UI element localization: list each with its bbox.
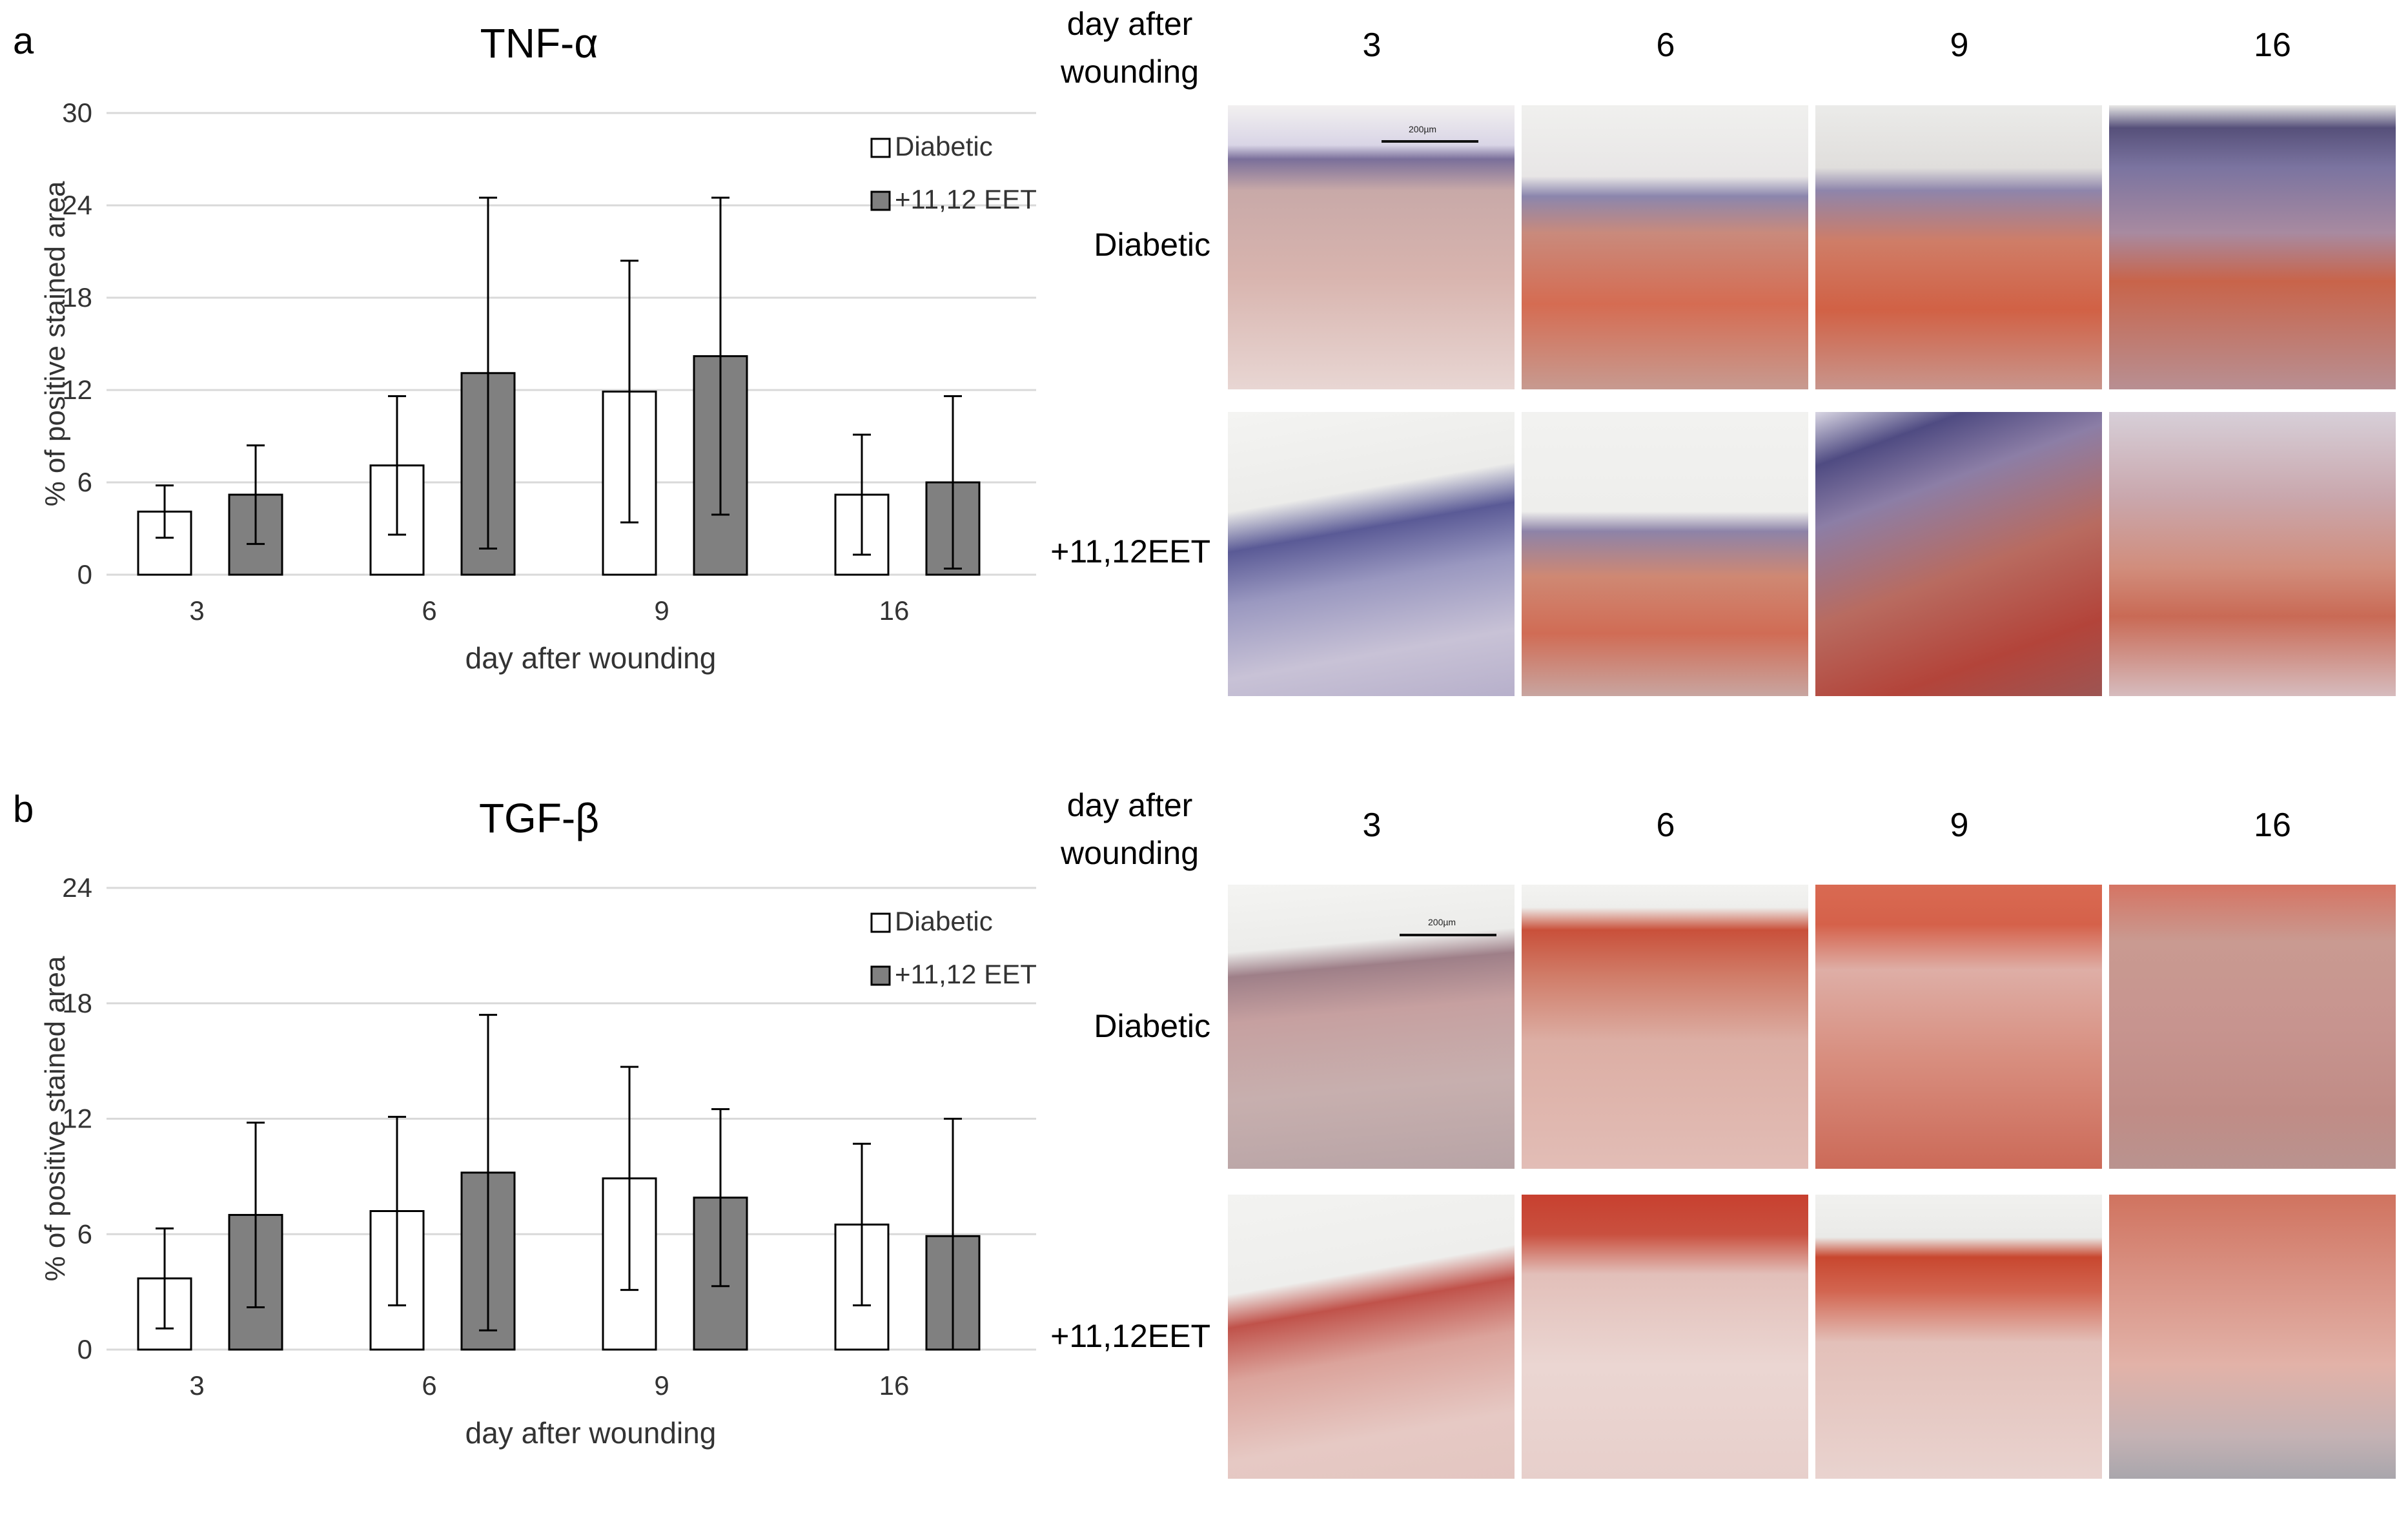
corner-label-line2: wounding: [1060, 835, 1199, 871]
legend-swatch: [870, 138, 891, 158]
error-bar: [388, 1116, 406, 1306]
row-label-diabetic: Diabetic: [1094, 227, 1210, 263]
x-tick-label: 3: [189, 595, 204, 626]
corner-label: day after wounding: [1033, 0, 1227, 96]
column-label-day-3: 3: [1362, 26, 1382, 64]
column-label-day-16: 16: [2254, 26, 2291, 64]
y-tick-label: 6: [77, 467, 92, 497]
error-bar: [853, 433, 871, 556]
legend-entry: +11,12 EET: [895, 959, 1037, 989]
micrograph-tgf-eet-day9: [1815, 1195, 2102, 1479]
column-label-day-9: 9: [1950, 807, 1969, 844]
y-tick-label: 24: [62, 872, 92, 903]
x-tick-label: 16: [879, 595, 910, 626]
error-bar: [711, 1108, 730, 1288]
bar-chart-tgf: 0 6 12 18 24 % of positive stained area 3 6 9 16 d…: [39, 872, 1037, 1450]
error-bar: [479, 196, 497, 550]
legend-entry: +11,12 EET: [895, 184, 1037, 214]
x-axis-label: day after wounding: [465, 1416, 717, 1450]
micrograph-tnf-diabetic-day6: [1522, 105, 1808, 389]
error-bar: [620, 1065, 638, 1291]
column-label-day-6: 6: [1656, 26, 1675, 64]
scale-bar-label: 200µm: [1409, 124, 1437, 134]
micrograph-tgf-eet-day16: [2109, 1195, 2396, 1479]
micrograph-tgf-diabetic-day3: [1228, 885, 1515, 1169]
y-tick-label: 12: [62, 1104, 92, 1134]
x-tick-label: 3: [189, 1370, 204, 1401]
error-bar: [711, 196, 730, 516]
row-label-diabetic: Diabetic: [1094, 1008, 1210, 1044]
legend-swatch: [870, 190, 891, 211]
y-tick-label: 18: [62, 282, 92, 313]
error-bar: [156, 484, 174, 539]
x-tick-label: 6: [422, 1370, 436, 1401]
row-label-eet: +11,12EET: [1050, 1318, 1210, 1354]
scale-bar: [1382, 140, 1478, 143]
y-tick-label: 0: [77, 559, 92, 590]
micrograph-tnf-diabetic-day16: [2109, 105, 2396, 389]
y-tick-label: 6: [77, 1219, 92, 1249]
micrograph-tgf-eet-day6: [1522, 1195, 1808, 1479]
column-label-day-3: 3: [1362, 807, 1382, 844]
y-tick-label: 0: [77, 1334, 92, 1364]
panel-b: b TGF-β 0 6 12 18 24 % of positive stained ar…: [0, 775, 2408, 1522]
legend-swatch: [870, 965, 891, 986]
error-bar: [620, 260, 638, 524]
corner-label-line2: wounding: [1060, 54, 1199, 90]
micrograph-tnf-diabetic-day9: [1815, 105, 2102, 389]
legend-entry: Diabetic: [895, 131, 993, 161]
bar-chart-tnf: 0 6 12 18 24 30 % of positive stained area 3 6 9 1…: [39, 98, 1037, 675]
error-bar: [944, 1118, 962, 1351]
x-tick-label: 16: [879, 1370, 910, 1401]
micrograph-tnf-eet-day6: [1522, 412, 1808, 696]
micrograph-tnf-diabetic-day3: [1228, 105, 1515, 389]
panel-letter: b: [13, 788, 34, 830]
error-bar: [247, 444, 265, 545]
micrograph-tgf-eet-day3: [1228, 1195, 1515, 1479]
x-tick-label: 9: [654, 595, 669, 626]
column-label-day-9: 9: [1950, 26, 1969, 64]
micrograph-tnf-eet-day3: [1228, 412, 1515, 696]
chart-title: TNF-α: [480, 20, 598, 67]
micrograph-tgf-diabetic-day6: [1522, 885, 1808, 1169]
panel-letter: a: [13, 20, 34, 62]
error-bar: [853, 1142, 871, 1306]
x-axis-label: day after wounding: [465, 641, 717, 675]
error-bar: [944, 395, 962, 570]
x-tick-label: 6: [422, 595, 436, 626]
error-bar: [479, 1014, 497, 1332]
y-tick-label: 18: [62, 988, 92, 1018]
legend-swatch: [870, 912, 891, 933]
corner-label: day after wounding: [1033, 781, 1227, 877]
micrograph-tnf-eet-day16: [2109, 412, 2396, 696]
scale-bar: [1400, 934, 1496, 936]
y-tick-label: 30: [62, 98, 92, 128]
y-tick-label: 24: [62, 190, 92, 220]
micrograph-tnf-eet-day9: [1815, 412, 2102, 696]
y-axis-label: % of positive stained area: [39, 956, 71, 1281]
panel-a: a TNF-α 0 6 12 18 24 30 % of positive stained …: [0, 0, 2408, 747]
row-label-eet: +11,12EET: [1050, 533, 1210, 570]
error-bar: [247, 1121, 265, 1308]
legend-entry: Diabetic: [895, 906, 993, 936]
y-axis-label: % of positive stained area: [39, 181, 71, 506]
y-tick-label: 12: [62, 375, 92, 405]
error-bar: [156, 1227, 174, 1330]
corner-label-line1: day after: [1066, 787, 1193, 823]
micrograph-tgf-diabetic-day9: [1815, 885, 2102, 1169]
corner-label-line1: day after: [1066, 6, 1193, 42]
x-tick-label: 9: [654, 1370, 669, 1401]
chart-title: TGF-β: [478, 795, 600, 841]
column-label-day-16: 16: [2254, 807, 2291, 844]
scale-bar-label: 200µm: [1428, 917, 1456, 927]
column-label-day-6: 6: [1656, 807, 1675, 844]
micrograph-tgf-diabetic-day16: [2109, 885, 2396, 1169]
error-bar: [388, 395, 406, 536]
